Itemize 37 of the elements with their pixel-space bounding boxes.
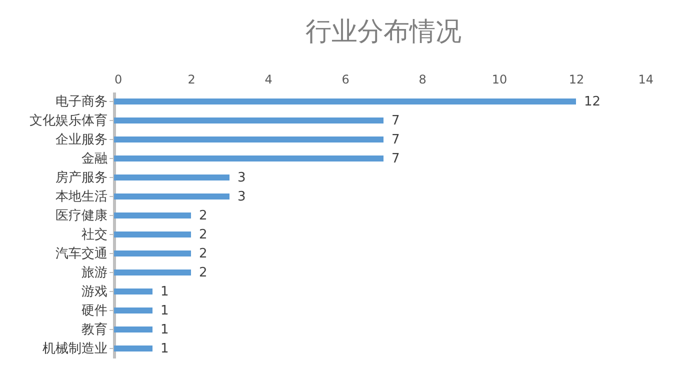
x-tick-label: 4 (264, 72, 272, 86)
data-label: 3 (238, 190, 246, 204)
data-label: 2 (199, 208, 208, 224)
data-label: 7 (392, 132, 400, 148)
data-label: 2 (199, 266, 208, 280)
data-label: 1 (160, 322, 169, 338)
x-tick-label: 8 (418, 72, 426, 86)
y-tick-label: 房产服务 (56, 170, 108, 186)
x-tick-label: 2 (188, 72, 196, 86)
data-label: 3 (238, 170, 246, 186)
data-label: 2 (199, 228, 208, 242)
data-label: 7 (392, 114, 400, 128)
y-tick-label: 文化娱乐体育 (30, 112, 108, 128)
y-tick-label: 游戏 (82, 284, 108, 300)
data-label: 12 (584, 94, 601, 110)
y-tick-label: 电子商务 (56, 94, 108, 110)
x-tick-label: 14 (638, 72, 654, 86)
y-tick-label: 硬件 (82, 304, 108, 318)
y-tick-label: 社交 (82, 226, 108, 242)
data-label: 7 (392, 152, 400, 166)
y-tick-label: 企业服务 (56, 132, 108, 148)
y-tick-label: 金融 (82, 152, 108, 166)
x-tick-label: 10 (492, 72, 508, 86)
y-tick-label: 医疗健康 (56, 208, 108, 224)
data-label: 2 (199, 246, 208, 262)
x-tick-label: 0 (114, 72, 122, 86)
x-tick-label: 12 (568, 72, 584, 86)
data-label: 1 (160, 304, 169, 318)
x-tick-label: 6 (342, 72, 350, 86)
y-tick-label: 机械制造业 (42, 342, 108, 356)
y-tick-label: 旅游 (82, 266, 108, 280)
y-tick-label: 汽车交通 (56, 246, 108, 262)
data-label: 1 (160, 342, 169, 356)
y-tick-label: 本地生活 (56, 190, 108, 204)
data-label: 1 (160, 284, 169, 300)
chart-title: 行业分布情况 (306, 17, 462, 47)
y-tick-label: 教育 (82, 322, 108, 338)
